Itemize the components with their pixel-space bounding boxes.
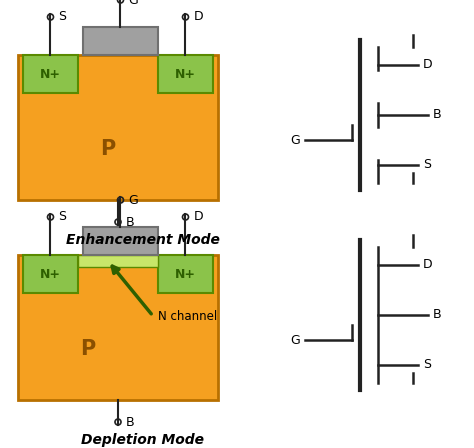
Bar [158,55,213,93]
Text: Enhancement Mode: Enhancement Mode [66,233,220,247]
Bar [83,227,158,255]
Bar [23,255,78,293]
Text: G: G [128,194,138,207]
Text: P: P [81,339,96,359]
Text: N+: N+ [40,68,61,81]
Text: D: D [193,211,203,224]
Text: S: S [423,358,431,371]
Text: S: S [423,159,431,172]
Text: N+: N+ [40,267,61,280]
Text: D: D [423,258,433,271]
Text: S: S [58,10,66,23]
Text: N+: N+ [175,267,196,280]
Text: Depletion Mode: Depletion Mode [82,433,204,447]
Text: N+: N+ [175,68,196,81]
Bar [158,255,213,293]
Bar [18,55,218,200]
Text: P: P [100,139,116,159]
Bar [78,255,158,267]
Text: G: G [290,134,300,146]
Text: D: D [423,59,433,72]
Bar [23,55,78,93]
Text: B: B [126,215,135,228]
Text: B: B [126,415,135,428]
Text: N channel: N channel [158,310,217,323]
Text: B: B [433,309,442,322]
Bar [83,27,158,55]
Text: S: S [58,211,66,224]
Text: D: D [193,10,203,23]
Text: G: G [290,333,300,346]
Text: G: G [128,0,138,7]
Bar [18,255,218,400]
Text: B: B [433,108,442,121]
